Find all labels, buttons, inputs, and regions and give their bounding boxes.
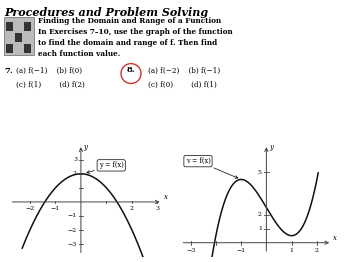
Text: −2: −2 xyxy=(25,206,34,211)
Text: −3: −3 xyxy=(68,242,77,247)
Text: 7.: 7. xyxy=(4,67,13,75)
Text: each function value.: each function value. xyxy=(38,50,120,58)
Text: to find the domain and range of f. Then find: to find the domain and range of f. Then … xyxy=(38,39,217,47)
Text: 2: 2 xyxy=(73,171,77,176)
Text: −3: −3 xyxy=(186,248,195,253)
Text: (c) f(1)        (d) f(2): (c) f(1) (d) f(2) xyxy=(16,80,85,89)
Text: In Exercises 7–10, use the graph of the function: In Exercises 7–10, use the graph of the … xyxy=(38,28,233,36)
Text: 1: 1 xyxy=(290,248,294,253)
Text: (a) f(−2)    (b) f(−1): (a) f(−2) (b) f(−1) xyxy=(148,67,220,75)
FancyBboxPatch shape xyxy=(24,44,31,53)
Text: y = f(x): y = f(x) xyxy=(87,161,123,173)
Text: (a) f(−1)    (b) f(0): (a) f(−1) (b) f(0) xyxy=(16,67,82,75)
Text: v = f(x): v = f(x) xyxy=(185,157,238,178)
Text: −1: −1 xyxy=(51,206,60,211)
FancyBboxPatch shape xyxy=(24,22,31,31)
Text: 5: 5 xyxy=(258,170,262,175)
Text: −2: −2 xyxy=(68,228,77,233)
Text: x: x xyxy=(164,193,168,201)
Text: 8.: 8. xyxy=(127,66,136,74)
Text: 2: 2 xyxy=(258,212,262,217)
Text: y: y xyxy=(269,143,273,151)
FancyBboxPatch shape xyxy=(15,33,22,42)
Text: 1: 1 xyxy=(258,226,262,231)
FancyBboxPatch shape xyxy=(6,44,13,53)
Text: Finding the Domain and Range of a Function: Finding the Domain and Range of a Functi… xyxy=(38,17,221,25)
Text: y: y xyxy=(84,143,87,151)
Text: (c) f(0)        (d) f(1): (c) f(0) (d) f(1) xyxy=(148,80,217,89)
FancyBboxPatch shape xyxy=(4,17,34,55)
FancyBboxPatch shape xyxy=(6,22,13,31)
Text: 3: 3 xyxy=(73,157,77,162)
Text: 2: 2 xyxy=(315,248,319,253)
Text: −1: −1 xyxy=(236,248,246,253)
Text: −1: −1 xyxy=(68,214,77,219)
Text: Procedures and Problem Solving: Procedures and Problem Solving xyxy=(4,7,208,18)
Text: 3: 3 xyxy=(155,206,160,211)
Text: x: x xyxy=(333,234,337,242)
Text: 2: 2 xyxy=(130,206,134,211)
